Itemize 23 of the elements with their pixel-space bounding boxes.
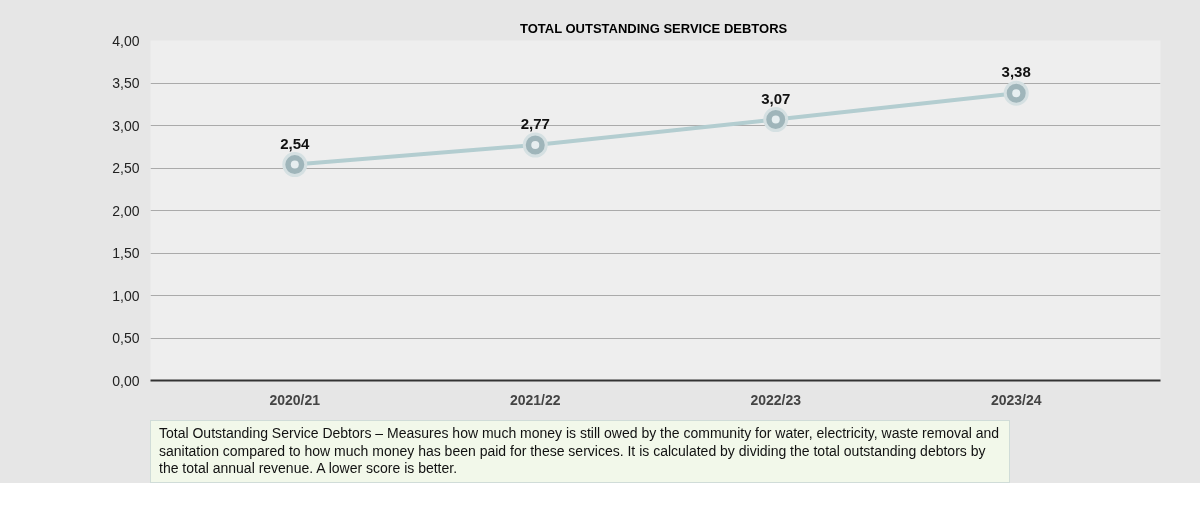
text: Total Outstanding Service Debtors – Measures how much money is still owed by the community for water, electricity, waste removal and sanitation compared to how much money has been paid for these services. It is calculated by dividing the total outstanding debtors by the total annual revenue. A lower score is better. (159, 425, 1001, 478)
data-label: 3,07 (761, 89, 791, 107)
x-tick-label: 2021/22 (509, 391, 561, 408)
x-tick-label: 2022/23 (750, 391, 802, 408)
data-label: 2,54 (280, 134, 311, 152)
y-tick-label: 3,50 (112, 75, 140, 91)
y-tick-label: 4,00 (112, 32, 140, 49)
y-tick-label: 2,00 (112, 202, 140, 219)
point (522, 132, 548, 158)
data-label: 2,77 (520, 115, 550, 133)
y-tick-label: 2,50 (112, 160, 140, 176)
data-label: 3,38 (1001, 63, 1031, 81)
x-tick-label: 2020/21 (269, 391, 321, 408)
x-tick-label: 2023/24 (990, 391, 1042, 408)
y-tick-label: 1,00 (112, 287, 140, 304)
point (282, 152, 308, 178)
y-tick-label: 1,50 (112, 245, 140, 261)
y-tick-label: 3,00 (112, 117, 140, 134)
y-tick-label: 0,00 (112, 372, 140, 389)
point (763, 107, 789, 133)
y-tick-label: 0,50 (112, 330, 140, 346)
point (1003, 80, 1029, 106)
chart-title: TOTAL OUTSTANDING SERVICE DEBTORS (519, 20, 788, 36)
